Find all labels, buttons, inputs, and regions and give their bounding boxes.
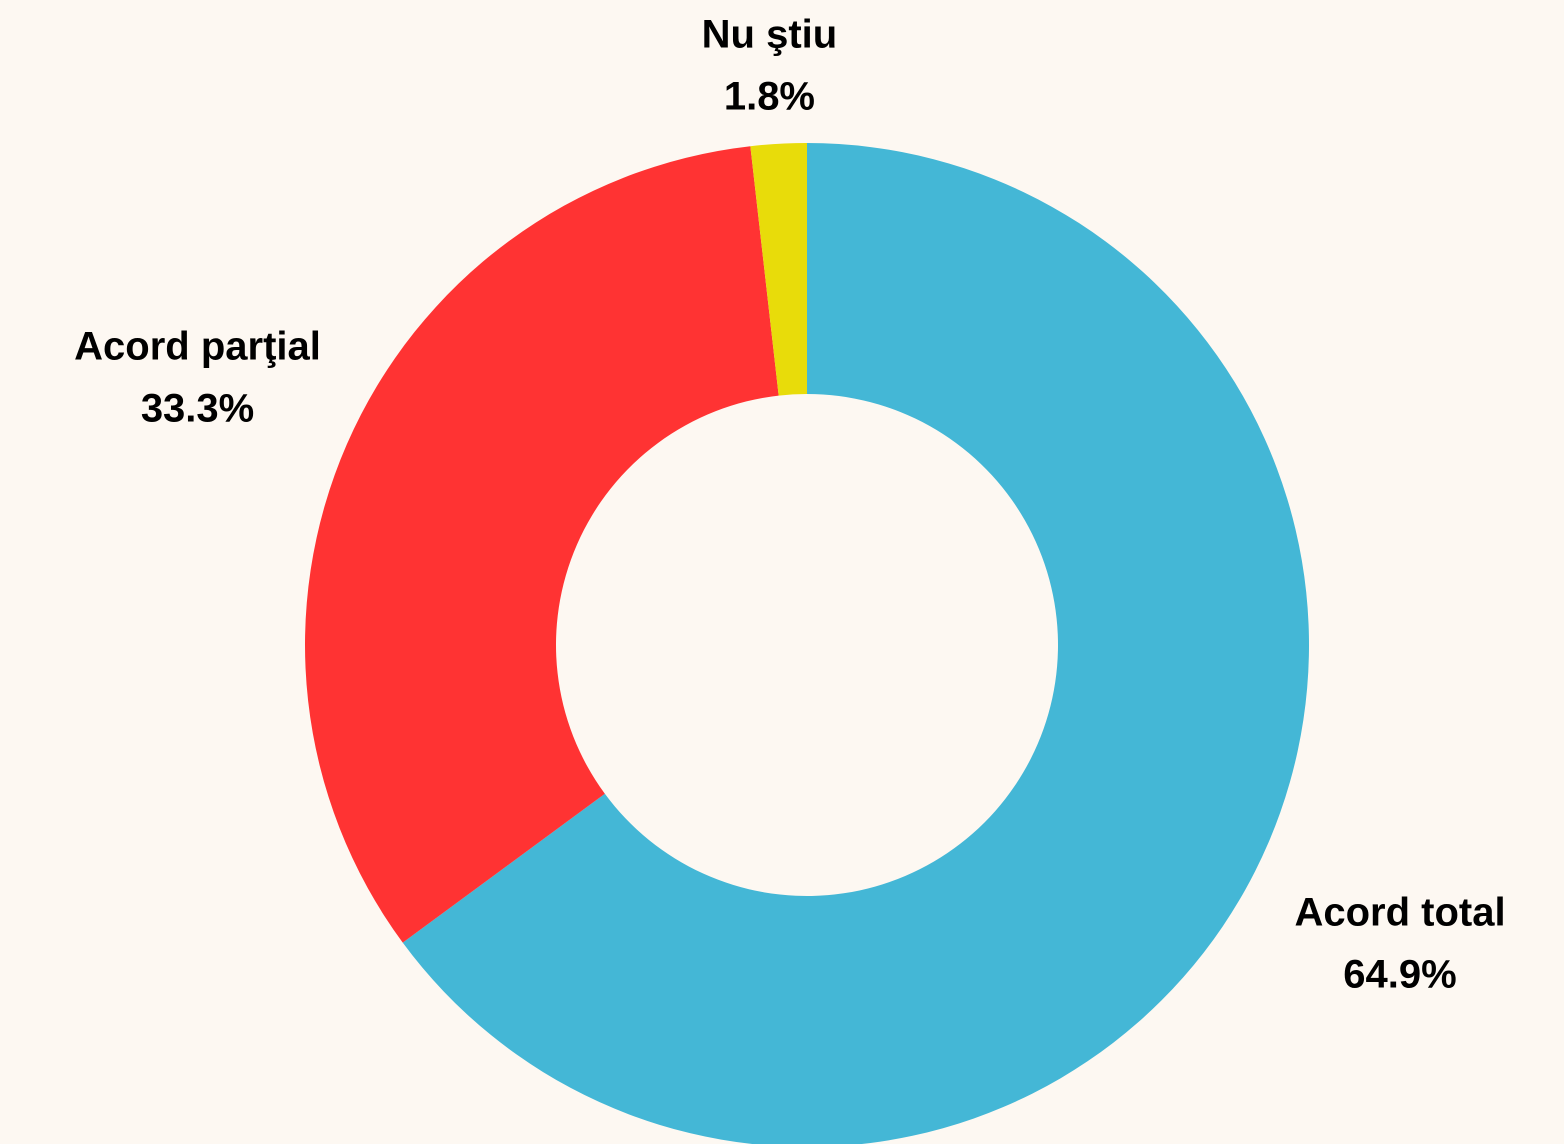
slice-label: Acord total: [1294, 891, 1505, 935]
donut-slice: [402, 143, 1309, 1144]
donut-slice: [750, 143, 807, 396]
slice-label: Nu ştiu: [702, 13, 838, 57]
slice-label: Acord parţial: [74, 325, 321, 369]
donut-slice: [305, 146, 779, 943]
slice-value-label: 33.3%: [141, 387, 254, 431]
slice-value-label: 1.8%: [724, 75, 815, 119]
slice-value-label: 64.9%: [1343, 953, 1456, 997]
